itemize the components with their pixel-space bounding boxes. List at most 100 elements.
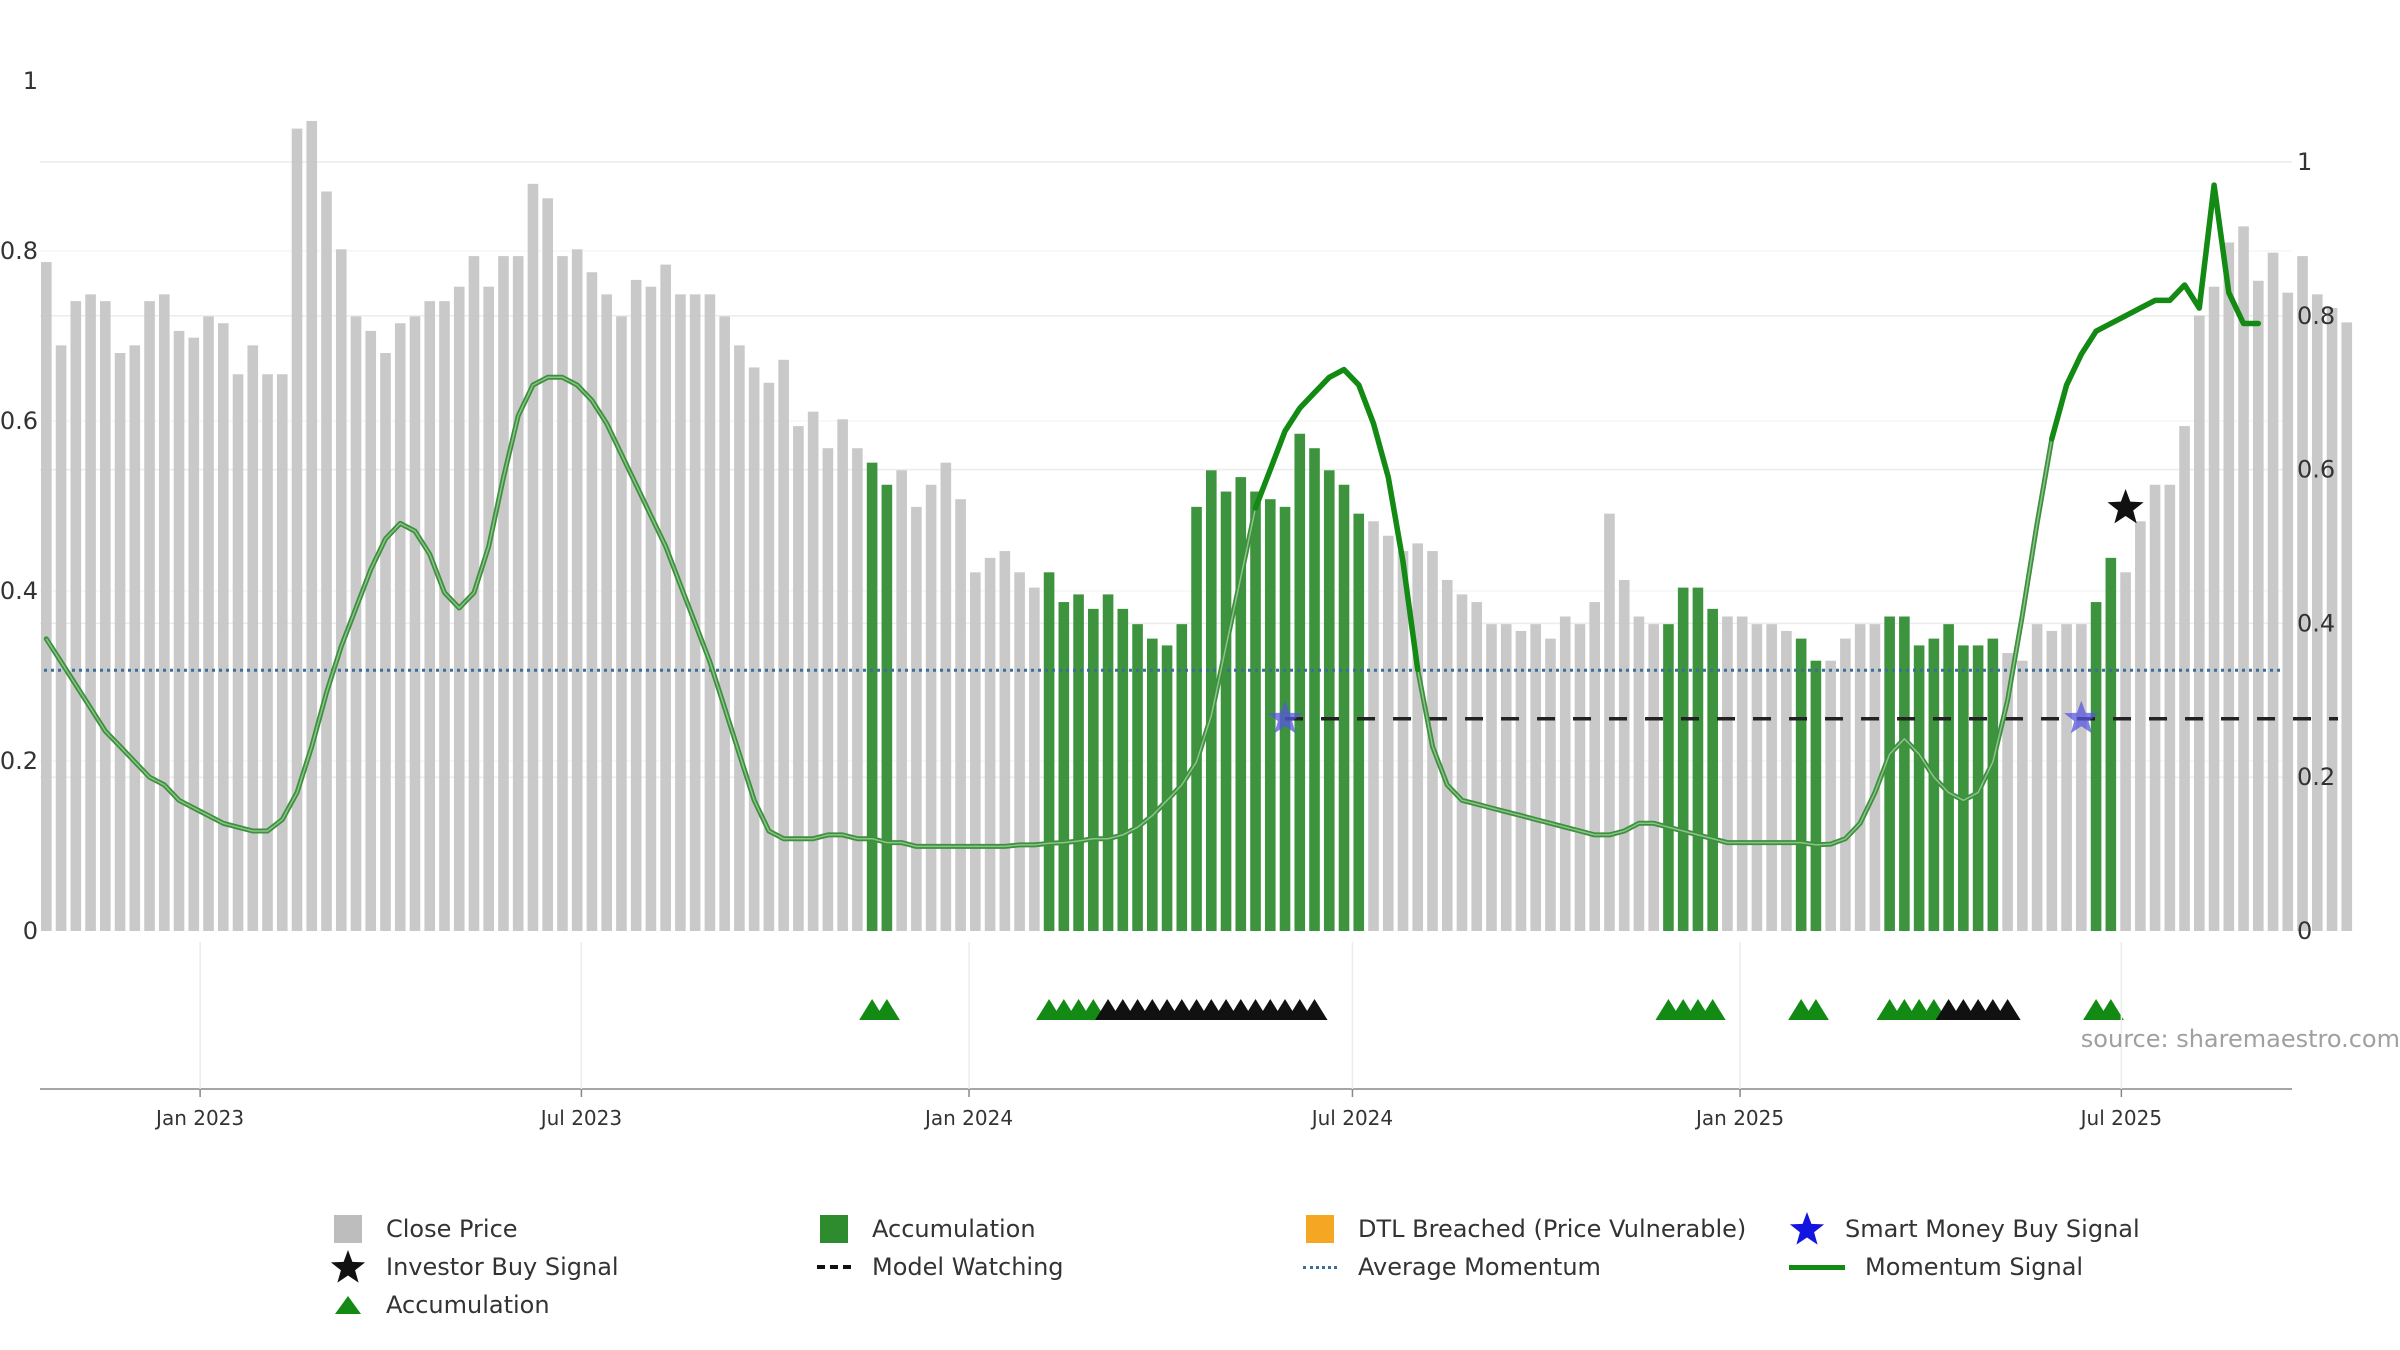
accumulation-bar bbox=[1191, 506, 1202, 931]
close-price-bar bbox=[2120, 572, 2131, 931]
close-price-bar bbox=[645, 286, 657, 931]
accumulation-bar bbox=[1884, 616, 1895, 931]
accumulation-marker bbox=[873, 999, 900, 1020]
close-price-bar bbox=[1530, 624, 1542, 931]
right-tick-label: 0.4 bbox=[2297, 609, 2335, 637]
close-price-bar bbox=[291, 128, 303, 932]
close-price-bar bbox=[1471, 602, 1483, 931]
accumulation-bar bbox=[1088, 608, 1099, 931]
close-price-bar bbox=[2164, 484, 2176, 931]
accumulation-bar bbox=[1663, 624, 1674, 931]
accumulation-bar bbox=[1205, 470, 1217, 931]
momentum-signal-emphasis bbox=[1252, 366, 1421, 673]
close-price-bar bbox=[616, 316, 627, 931]
close-price-bar bbox=[704, 294, 716, 932]
legend-item: Model Watching bbox=[816, 1248, 1064, 1286]
square-swatch-icon bbox=[1302, 1211, 1338, 1247]
x-tick-label: Jul 2023 bbox=[539, 1106, 622, 1130]
x-tick-label: Jan 2023 bbox=[154, 1106, 244, 1130]
close-price-bar bbox=[2282, 292, 2294, 931]
accumulation-bar bbox=[1338, 484, 1350, 931]
dash-line-icon bbox=[816, 1249, 852, 1285]
close-price-bar bbox=[630, 279, 642, 931]
close-price-bar bbox=[734, 345, 745, 932]
close-price-bar bbox=[1736, 616, 1748, 931]
close-price-bar bbox=[2267, 252, 2279, 931]
smart-money-buy-signal-star bbox=[1267, 700, 1303, 734]
star-icon bbox=[1789, 1211, 1825, 1247]
legend-item: Investor Buy Signal bbox=[330, 1248, 619, 1286]
close-price-bar bbox=[2208, 286, 2220, 931]
close-price-bar bbox=[1486, 624, 1497, 931]
star-icon-shape bbox=[330, 1250, 366, 1283]
x-axis-ticks: Jan 2023 Jul 2023 Jan 2024 Jul 2024 Jan 2025… bbox=[154, 942, 2162, 1130]
model-watching-marker bbox=[1994, 999, 2021, 1020]
close-price-bar bbox=[1368, 521, 1379, 931]
accumulation-bar bbox=[1795, 638, 1807, 931]
close-price-bar bbox=[2002, 653, 2013, 931]
left-axis-ticks: 0 0.2 0.4 0.6 0.8 1 bbox=[0, 67, 38, 945]
accumulation-bar bbox=[1943, 624, 1954, 931]
accumulation-bar bbox=[1235, 477, 1247, 931]
accumulation-bar bbox=[866, 462, 878, 931]
close-price-bar bbox=[911, 506, 922, 931]
close-price-bar bbox=[955, 499, 966, 931]
close-price-bar bbox=[498, 256, 509, 932]
close-price-bar bbox=[807, 411, 819, 931]
momentum-signal-highlight bbox=[45, 184, 2259, 848]
close-price-bar bbox=[527, 183, 539, 932]
legend-item: Accumulation bbox=[330, 1286, 550, 1324]
legend-label: Momentum Signal bbox=[1865, 1253, 2084, 1281]
close-price-bar bbox=[2193, 315, 2205, 932]
accumulation-bar bbox=[1987, 638, 1999, 931]
close-price-bar bbox=[1397, 551, 1409, 931]
square-icon bbox=[334, 1215, 362, 1243]
close-price-bar bbox=[837, 419, 848, 931]
close-price-bar bbox=[1781, 630, 1792, 931]
close-price-bar bbox=[262, 374, 273, 931]
close-price-bar bbox=[1412, 543, 1424, 931]
accumulation-bar bbox=[1250, 491, 1261, 931]
close-price-bar bbox=[129, 345, 141, 932]
close-price-bar bbox=[1633, 616, 1645, 931]
close-price-bar bbox=[247, 345, 259, 932]
close-price-bar bbox=[793, 426, 804, 931]
close-price-bar bbox=[409, 316, 421, 931]
accumulation-bar bbox=[881, 484, 893, 931]
legend: Close Price Accumulation DTL Breached (Pri… bbox=[330, 1210, 2230, 1330]
close-price-bar bbox=[188, 337, 200, 931]
close-price-bar bbox=[2046, 630, 2058, 931]
close-price-bars bbox=[41, 120, 2353, 932]
close-price-bar bbox=[2238, 226, 2249, 932]
legend-item: Accumulation bbox=[816, 1210, 1036, 1248]
left-tick-label: 1 bbox=[23, 67, 38, 95]
legend-label: Accumulation bbox=[386, 1291, 550, 1319]
accumulation-bar bbox=[1928, 638, 1940, 931]
close-price-bar bbox=[483, 286, 495, 931]
close-price-bar bbox=[203, 316, 214, 931]
close-price-bar bbox=[1854, 624, 1866, 931]
close-price-bar bbox=[394, 323, 406, 931]
legend-label: Average Momentum bbox=[1358, 1253, 1601, 1281]
close-price-bar bbox=[424, 301, 436, 931]
close-price-bar bbox=[1751, 624, 1763, 931]
square-icon bbox=[820, 1215, 848, 1243]
close-price-bar bbox=[380, 353, 391, 931]
legend-item: Smart Money Buy Signal bbox=[1789, 1210, 2140, 1248]
close-price-bar bbox=[276, 374, 288, 931]
close-price-bar bbox=[1869, 624, 1881, 931]
close-price-bar bbox=[99, 301, 111, 931]
close-price-bar bbox=[173, 330, 185, 931]
legend-label: DTL Breached (Price Vulnerable) bbox=[1358, 1215, 1747, 1243]
close-price-bar bbox=[2223, 242, 2235, 931]
close-price-bar bbox=[748, 367, 760, 931]
close-price-bar bbox=[999, 551, 1011, 931]
close-price-bar bbox=[542, 198, 554, 932]
accumulation-bar bbox=[1073, 594, 1084, 931]
line-icon bbox=[1303, 1265, 1337, 1269]
accumulation-bar bbox=[1294, 433, 1306, 931]
smart-money-buy-signal-star bbox=[2064, 700, 2099, 734]
square-swatch-icon bbox=[816, 1211, 852, 1247]
close-price-bar bbox=[144, 301, 155, 931]
accumulation-marker bbox=[1699, 999, 1726, 1020]
